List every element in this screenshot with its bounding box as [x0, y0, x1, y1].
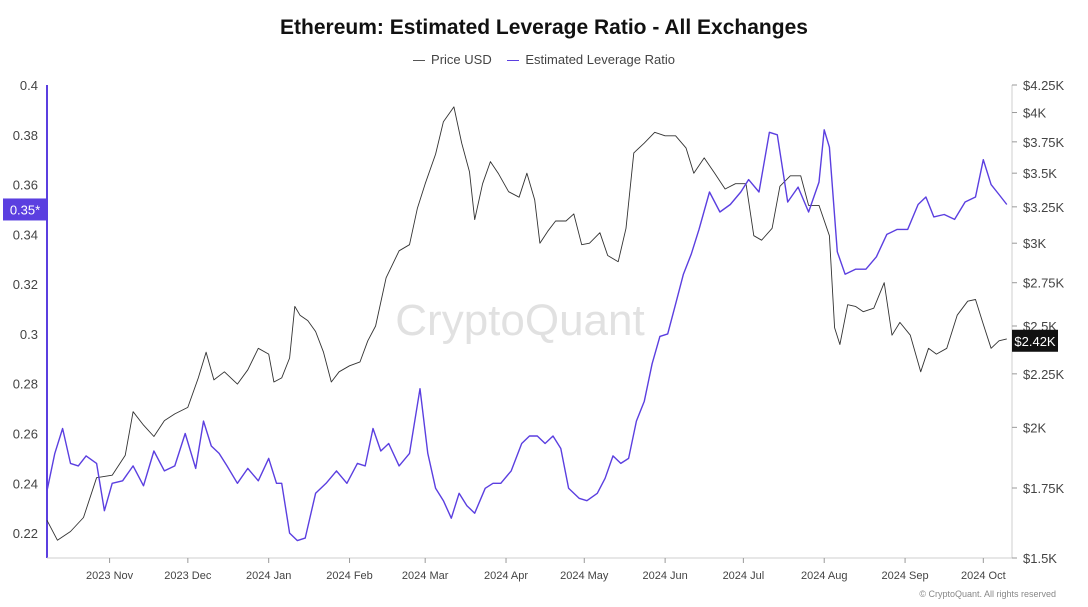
left-axis-tick-label: 0.38 [13, 128, 38, 143]
x-axis-tick-label: 2023 Dec [164, 570, 212, 582]
x-axis-tick-label: 2024 Aug [801, 570, 848, 582]
left-current-value-label: 0.35* [10, 202, 40, 217]
right-axis-tick-label: $4.25K [1023, 78, 1065, 93]
right-axis-tick-label: $3K [1023, 236, 1046, 251]
legend-label-price: Price USD [431, 52, 492, 67]
right-axis-tick-label: $4K [1023, 106, 1046, 121]
x-axis-tick-label: 2024 Jan [246, 570, 291, 582]
x-axis-tick-label: 2024 Sep [882, 570, 929, 582]
x-axis-tick-label: 2023 Nov [86, 570, 134, 582]
x-axis-tick-label: 2024 Jul [723, 570, 765, 582]
right-current-value-label: $2.42K [1014, 334, 1056, 349]
legend-swatch-price [413, 60, 426, 62]
right-axis-tick-label: $2K [1023, 420, 1046, 435]
x-axis-tick-label: 2024 May [560, 570, 609, 582]
x-axis-tick-label: 2024 Feb [326, 570, 372, 582]
legend-swatch-leverage [507, 60, 520, 62]
left-axis-tick-label: 0.22 [13, 526, 38, 541]
right-axis-tick-label: $2.75K [1023, 276, 1065, 291]
right-axis-tick-label: $1.75K [1023, 481, 1065, 496]
series-layer [46, 106, 1008, 542]
left-current-value-badge [3, 198, 47, 221]
right-axis-tick-label: $2.25K [1023, 367, 1065, 382]
left-axis-tick-label: 0.36 [13, 178, 38, 193]
left-axis-tick-label: 0.26 [13, 427, 38, 442]
right-axis-tick-label: $3.75K [1023, 135, 1065, 150]
legend-item-leverage[interactable]: Estimated Leverage Ratio [507, 52, 675, 67]
left-axis-tick-label: 0.32 [13, 277, 38, 292]
footer-copyright: © CryptoQuant. All rights reserved [919, 589, 1056, 599]
left-axis-tick-label: 0.34 [13, 227, 38, 242]
markers: 0.35* $2.42K [3, 198, 1058, 352]
legend: Price USD Estimated Leverage Ratio [0, 52, 1088, 67]
left-axis-tick-label: 0.3 [20, 327, 38, 342]
price-usd-line [46, 106, 1007, 541]
legend-label-leverage: Estimated Leverage Ratio [525, 52, 675, 67]
right-current-value-badge [1012, 329, 1058, 352]
left-axis-tick-label: 0.4 [20, 78, 38, 93]
x-axis-tick-label: 2024 Apr [484, 570, 528, 582]
right-axis-tick-label: $3.25K [1023, 200, 1065, 215]
right-axis-tick-label: $3.5K [1023, 166, 1057, 181]
leverage-ratio-line [46, 129, 1008, 542]
x-axis-tick-label: 2024 Jun [642, 570, 687, 582]
x-axis-tick-label: 2024 Oct [961, 570, 1006, 582]
axes: 0.4 0.38 0.36 0.34 0.32 0.3 0.28 0.26 0.24 0.22 $4… [13, 78, 1065, 582]
left-axis-tick-label: 0.28 [13, 377, 38, 392]
legend-item-price[interactable]: Price USD [413, 52, 492, 67]
chart-title: Ethereum: Estimated Leverage Ratio - All… [280, 16, 808, 39]
left-axis-tick-label: 0.24 [13, 476, 38, 491]
x-axis-tick-label: 2024 Mar [402, 570, 449, 582]
watermark: CryptoQuant [395, 296, 644, 345]
right-axis-tick-label: $1.5K [1023, 551, 1057, 566]
